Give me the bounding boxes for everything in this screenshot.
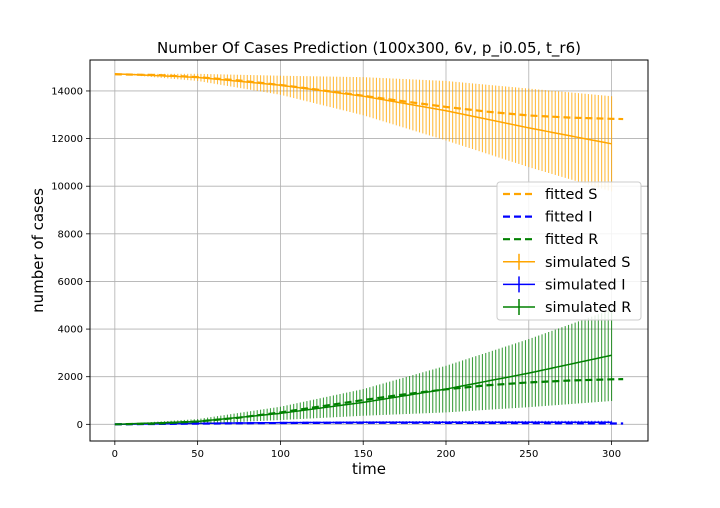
fitted-I-line bbox=[114, 421, 624, 426]
x-tick-label: 250 bbox=[519, 449, 538, 460]
legend-label-fitted-S: fitted S bbox=[545, 187, 597, 203]
legend-item-fitted-S: fitted S bbox=[503, 187, 597, 203]
fitted-R-line bbox=[114, 377, 624, 426]
x-tick-label: 200 bbox=[436, 449, 455, 460]
legend-label-simulated-I: simulated I bbox=[545, 277, 626, 293]
legend-item-fitted-R: fitted R bbox=[503, 232, 598, 248]
legend-label-simulated-R: simulated R bbox=[545, 300, 631, 316]
y-tick-label: 6000 bbox=[58, 277, 83, 288]
x-tick-label: 50 bbox=[191, 449, 204, 460]
x-tick-label: 100 bbox=[271, 449, 290, 460]
legend-label-simulated-S: simulated S bbox=[545, 255, 630, 271]
y-tick-label: 14000 bbox=[51, 86, 83, 97]
fitted-series-layer bbox=[114, 73, 624, 426]
x-tick-label: 0 bbox=[112, 449, 118, 460]
simulated-R-series bbox=[114, 309, 613, 426]
y-axis-label: number of cases bbox=[29, 188, 47, 313]
x-tick-label: 300 bbox=[602, 449, 621, 460]
y-tick-label: 10000 bbox=[51, 182, 83, 193]
legend-item-simulated-I: simulated I bbox=[503, 276, 626, 293]
x-axis-label: time bbox=[352, 460, 386, 478]
simulated-series-layer bbox=[114, 73, 613, 426]
legend-label-fitted-R: fitted R bbox=[545, 232, 598, 248]
tick-layer: 0 50 100 150 200 250 300 0 2000 4000 6000 8000 10000… bbox=[51, 86, 621, 460]
fitted-S-line bbox=[114, 73, 624, 121]
y-tick-label: 4000 bbox=[58, 325, 83, 336]
y-tick-label: 8000 bbox=[58, 229, 83, 240]
y-tick-label: 12000 bbox=[51, 134, 83, 145]
plot-frame bbox=[89, 59, 649, 442]
x-tick-label: 150 bbox=[354, 449, 373, 460]
legend-item-simulated-S: simulated S bbox=[503, 253, 630, 271]
legend-box bbox=[496, 181, 642, 321]
chart-title: Number Of Cases Prediction (100x300, 6v,… bbox=[157, 39, 581, 58]
y-tick-label: 0 bbox=[77, 420, 83, 431]
legend: fitted S fitted I fitted R simulated S simul… bbox=[496, 181, 642, 321]
legend-item-fitted-I: fitted I bbox=[503, 210, 593, 226]
legend-label-fitted-I: fitted I bbox=[545, 210, 593, 226]
y-tick-label: 2000 bbox=[58, 372, 83, 383]
legend-item-simulated-R: simulated R bbox=[503, 299, 631, 316]
